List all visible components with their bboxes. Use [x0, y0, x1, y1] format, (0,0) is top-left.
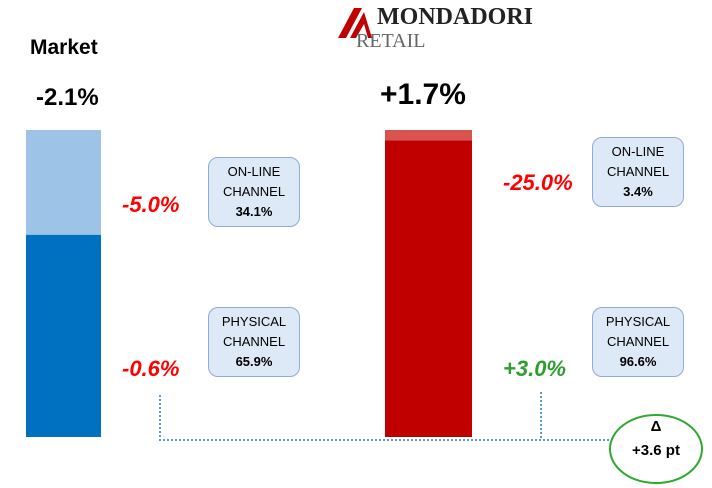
channel-box: PHYSICAL CHANNEL 65.9% [208, 307, 300, 377]
growth-label: -25.0% [503, 170, 573, 195]
bar-segment [385, 140, 472, 438]
channel-box: ON-LINE CHANNEL 34.1% [208, 157, 300, 227]
channel-share: 65.9% [235, 354, 273, 369]
connector [159, 395, 612, 441]
growth-label: -0.6% [122, 356, 180, 381]
bar-segment [26, 130, 101, 235]
growth-label: +3.0% [503, 356, 566, 381]
delta-label: +3.6 pt [632, 442, 680, 459]
logo-name: MONDADORI [377, 4, 533, 30]
total-label: -2.1% [36, 84, 99, 111]
bar-segment [26, 234, 101, 437]
logo-icon [338, 8, 372, 38]
total-label: +1.7% [380, 78, 466, 111]
channel-box: ON-LINE CHANNEL 3.4% [592, 137, 684, 207]
channel-name: PHYSICAL CHANNEL [605, 314, 671, 349]
delta-symbol: Δ [650, 418, 662, 435]
delta-badge [609, 414, 703, 484]
channel-share: 3.4% [623, 184, 653, 199]
channel-name: ON-LINE CHANNEL [222, 164, 286, 199]
channel-name: ON-LINE CHANNEL [606, 144, 670, 179]
channel-box: PHYSICAL CHANNEL 96.6% [592, 307, 684, 377]
bar-segment [385, 130, 472, 141]
channel-share: 96.6% [619, 354, 657, 369]
growth-label: -5.0% [122, 192, 180, 217]
chart-title: Market [30, 36, 98, 59]
channel-name: PHYSICAL CHANNEL [221, 314, 287, 349]
logo-sub: RETAIL [356, 30, 426, 52]
channel-share: 34.1% [235, 204, 273, 219]
